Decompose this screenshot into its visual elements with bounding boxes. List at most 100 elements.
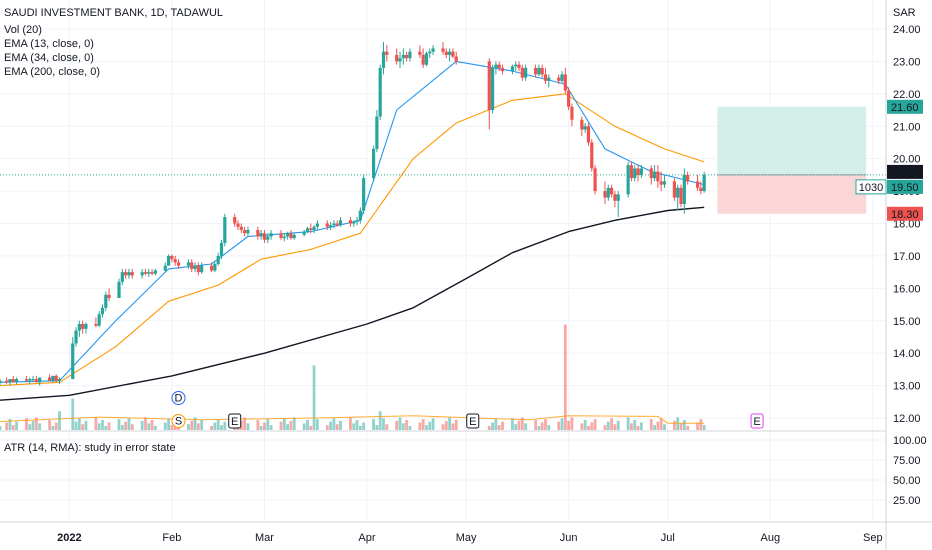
candle-body[interactable]: [421, 54, 425, 65]
candle-body[interactable]: [325, 223, 329, 227]
earnings-marker[interactable]: [466, 413, 480, 429]
candle-body[interactable]: [586, 126, 591, 143]
candle-body[interactable]: [213, 264, 217, 271]
candle-body[interactable]: [312, 226, 316, 230]
candle-body[interactable]: [613, 194, 617, 201]
candle-body[interactable]: [256, 229, 260, 237]
candle-body[interactable]: [355, 220, 359, 222]
candle-body[interactable]: [5, 380, 9, 383]
candle-body[interactable]: [405, 54, 409, 59]
candle-body[interactable]: [408, 51, 412, 59]
candle-body[interactable]: [147, 272, 151, 274]
candle-body[interactable]: [97, 314, 101, 326]
candle-body[interactable]: [547, 77, 551, 81]
candle-body[interactable]: [34, 379, 38, 383]
candle-body[interactable]: [702, 174, 706, 192]
candle-body[interactable]: [679, 187, 683, 205]
atr-axis[interactable]: 100.00 75.00 50.00 25.00: [893, 435, 927, 507]
candle-body[interactable]: [223, 217, 227, 243]
candle-body[interactable]: [216, 255, 220, 265]
candle-body[interactable]: [606, 187, 610, 198]
candle-body[interactable]: [428, 51, 432, 54]
candle-body[interactable]: [196, 265, 200, 273]
candle-body[interactable]: [517, 64, 521, 68]
candle-body[interactable]: [81, 323, 85, 329]
candle-body[interactable]: [209, 265, 214, 271]
candle-body[interactable]: [695, 181, 700, 188]
candle-body[interactable]: [74, 330, 78, 344]
candle-body[interactable]: [652, 171, 657, 179]
candle-body[interactable]: [583, 126, 587, 130]
candle-body[interactable]: [441, 48, 445, 52]
candle-body[interactable]: [557, 77, 561, 81]
candle-body[interactable]: [629, 165, 634, 179]
candle-body[interactable]: [243, 229, 247, 234]
candle-body[interactable]: [593, 168, 597, 192]
candle-body[interactable]: [24, 379, 29, 381]
candle-body[interactable]: [77, 323, 81, 331]
candle-body[interactable]: [193, 265, 197, 269]
candle-body[interactable]: [120, 272, 124, 282]
candle-body[interactable]: [378, 67, 382, 117]
candle-body[interactable]: [57, 379, 62, 381]
candle-body[interactable]: [401, 54, 405, 59]
candle-body[interactable]: [487, 61, 491, 111]
candle-body[interactable]: [510, 66, 515, 72]
candle-body[interactable]: [590, 142, 594, 169]
earnings-marker[interactable]: [750, 413, 764, 429]
candle-body[interactable]: [219, 242, 224, 256]
candle-body[interactable]: [186, 262, 191, 266]
candle-body[interactable]: [305, 228, 310, 232]
candle-body[interactable]: [418, 51, 422, 55]
candle-body[interactable]: [269, 233, 273, 237]
candles[interactable]: [0, 41, 706, 386]
candle-body[interactable]: [514, 64, 518, 67]
candle-body[interactable]: [315, 223, 319, 227]
candle-body[interactable]: [335, 223, 339, 226]
candle-body[interactable]: [348, 220, 353, 224]
candle-body[interactable]: [398, 58, 402, 62]
candle-body[interactable]: [385, 51, 389, 55]
event-markers[interactable]: DS E E E: [171, 391, 764, 429]
candle-body[interactable]: [699, 187, 703, 192]
candle-body[interactable]: [649, 168, 653, 179]
candle-body[interactable]: [309, 228, 313, 230]
candle-body[interactable]: [289, 233, 293, 239]
candle-body[interactable]: [639, 168, 643, 175]
candle-body[interactable]: [358, 210, 362, 221]
main-pane[interactable]: [0, 0, 886, 430]
candle-body[interactable]: [633, 168, 637, 179]
candle-body[interactable]: [292, 234, 296, 239]
candle-body[interactable]: [0, 380, 2, 383]
candle-body[interactable]: [282, 236, 286, 239]
candle-body[interactable]: [540, 67, 544, 75]
candle-body[interactable]: [239, 226, 243, 230]
candle-body[interactable]: [497, 64, 501, 68]
target-zone[interactable]: [717, 106, 867, 175]
candle-body[interactable]: [352, 221, 356, 224]
candle-body[interactable]: [266, 236, 270, 240]
candle-body[interactable]: [537, 67, 541, 75]
candle-body[interactable]: [163, 265, 167, 271]
candle-body[interactable]: [494, 64, 498, 68]
time-axis[interactable]: 2022 Feb Mar Apr May Jun Jul Aug Sep: [57, 532, 882, 544]
candle-body[interactable]: [520, 67, 524, 78]
candle-body[interactable]: [424, 53, 429, 65]
candle-body[interactable]: [107, 294, 111, 299]
candle-body[interactable]: [500, 67, 505, 72]
candle-body[interactable]: [616, 194, 620, 201]
position-tool[interactable]: [0, 106, 886, 214]
dividend-marker[interactable]: [171, 391, 186, 405]
candle-body[interactable]: [117, 281, 121, 299]
candle-body[interactable]: [104, 294, 108, 308]
candle-body[interactable]: [150, 272, 154, 274]
candle-body[interactable]: [31, 379, 35, 381]
legend-atr[interactable]: ATR (14, RMA): study in error state: [4, 442, 176, 454]
candle-body[interactable]: [200, 265, 204, 273]
candle-body[interactable]: [28, 379, 32, 381]
candle-body[interactable]: [636, 168, 640, 175]
candle-body[interactable]: [259, 233, 263, 237]
earnings-marker[interactable]: [228, 413, 242, 429]
candle-body[interactable]: [246, 229, 250, 234]
